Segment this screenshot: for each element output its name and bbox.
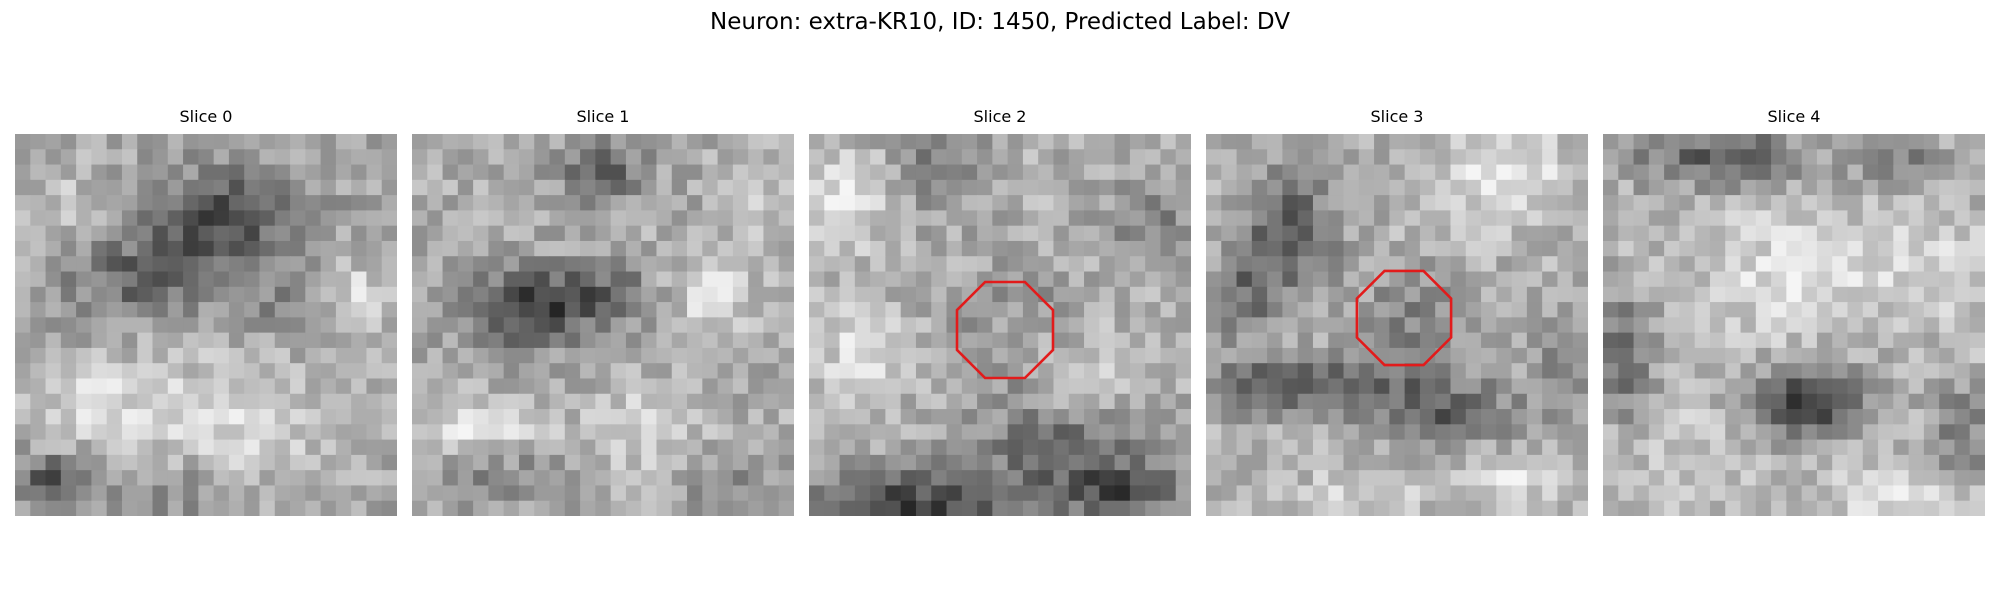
slice-title: Slice 0	[179, 107, 233, 126]
slice-image	[1603, 134, 1985, 516]
slice-title: Slice 2	[973, 107, 1027, 126]
pixel-grid	[1603, 134, 1985, 516]
slice-image	[1206, 134, 1588, 516]
roi-octagon-outline	[955, 280, 1055, 380]
pixel-grid	[1206, 134, 1588, 516]
slice-title: Slice 1	[576, 107, 630, 126]
slice-image	[412, 134, 794, 516]
slice-title: Slice 4	[1767, 107, 1821, 126]
pixel-grid	[412, 134, 794, 516]
pixel-grid	[15, 134, 397, 516]
slice-image	[809, 134, 1191, 516]
pixel-grid	[809, 134, 1191, 516]
roi-octagon-outline	[1355, 269, 1453, 367]
slice-image	[15, 134, 397, 516]
slice-title: Slice 3	[1370, 107, 1424, 126]
figure-title: Neuron: extra-KR10, ID: 1450, Predicted …	[710, 9, 1290, 35]
